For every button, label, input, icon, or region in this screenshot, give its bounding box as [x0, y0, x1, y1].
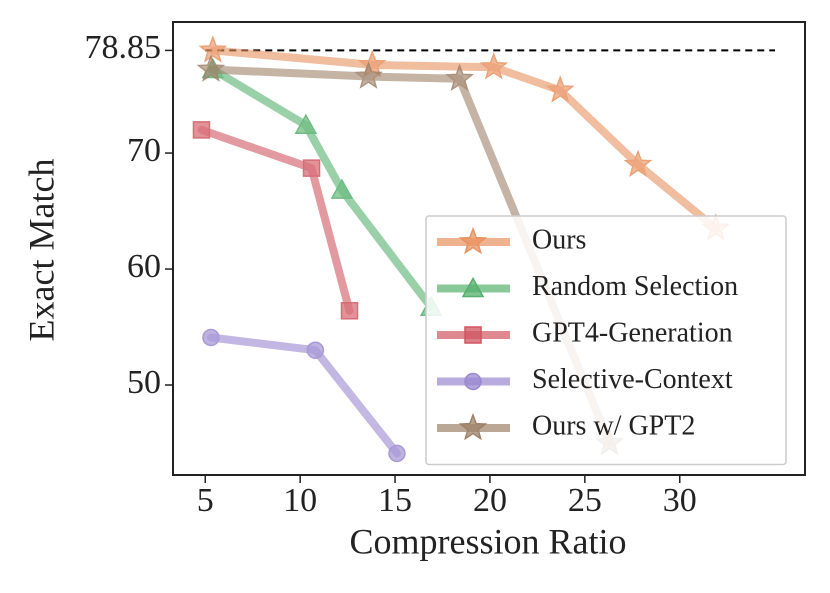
x-tick-label: 15 [378, 482, 412, 519]
series [202, 328, 406, 463]
marker [479, 52, 509, 80]
marker [302, 159, 321, 177]
legend-label: Ours w/ GPT2 [532, 410, 695, 441]
series [198, 35, 731, 241]
marker [388, 444, 406, 463]
x-axis-label: Compression Ratio [350, 521, 627, 561]
series-line [208, 46, 720, 233]
marker [357, 49, 387, 78]
marker [340, 302, 359, 320]
marker [464, 326, 482, 344]
marker [461, 276, 485, 298]
x-tick-label: 5 [197, 482, 214, 519]
x-tick-label: 25 [568, 482, 602, 519]
marker [354, 61, 383, 89]
series [201, 58, 443, 317]
marker [464, 372, 482, 391]
legend-box [425, 215, 787, 466]
marker [623, 149, 653, 177]
marker [330, 178, 354, 199]
marker [196, 54, 226, 82]
marker [306, 341, 325, 359]
x-tick-label: 20 [473, 482, 507, 519]
marker [294, 113, 318, 134]
x-tick-label: 30 [663, 482, 697, 519]
legend-label: Selective-Context [532, 364, 733, 395]
series [192, 121, 359, 320]
y-tick-label: 70 [127, 132, 161, 169]
marker [198, 35, 228, 63]
plot-frame [172, 21, 806, 476]
marker [445, 63, 474, 92]
marker [192, 121, 211, 139]
marker [458, 226, 488, 255]
series-line [208, 65, 436, 312]
series-line [207, 333, 401, 458]
marker [545, 75, 575, 103]
y-tick-label: 60 [127, 248, 161, 285]
marker [202, 328, 220, 347]
legend-label: GPT4-Generation [532, 317, 733, 348]
y-axis-label: Exact Match [21, 159, 61, 342]
legend-label: Random Selection [532, 271, 738, 302]
y-tick-label: 50 [127, 364, 161, 401]
legend-label: Ours [532, 224, 586, 255]
y-tick-label: 78.85 [85, 29, 162, 66]
marker [458, 412, 488, 441]
x-tick-label: 10 [283, 482, 317, 519]
